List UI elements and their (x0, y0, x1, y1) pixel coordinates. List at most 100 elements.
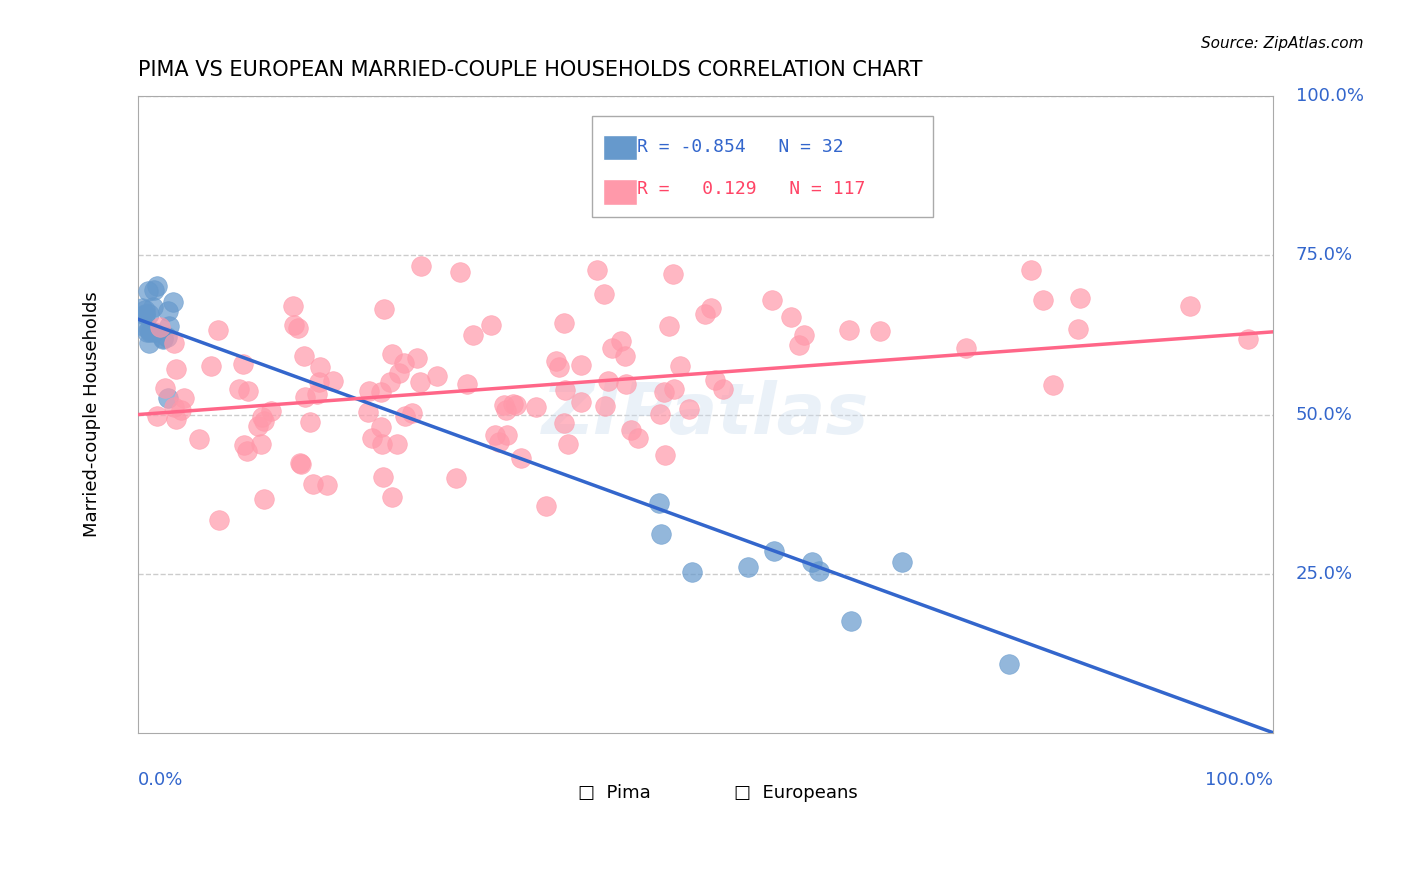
Text: 50.0%: 50.0% (1296, 406, 1353, 424)
Point (232, 357, 254, 371)
Text: R =   0.129   N = 117: R = 0.129 N = 117 (637, 179, 866, 198)
Point (800, 555, 823, 569)
Point (620, 423, 643, 437)
Point (146, 279, 169, 293)
Point (359, 384, 381, 399)
Point (228, 383, 250, 397)
Point (309, 359, 332, 374)
Point (614, 376, 637, 391)
Point (188, 432, 211, 446)
Point (654, 448, 676, 462)
Point (138, 307, 160, 321)
Point (357, 405, 380, 419)
Point (890, 555, 912, 569)
Point (135, 326, 157, 340)
Text: 0.0%: 0.0% (138, 771, 183, 789)
Text: ZIPatlas: ZIPatlas (541, 380, 869, 449)
Point (662, 267, 685, 281)
Point (409, 375, 432, 389)
Text: □  Europeans: □ Europeans (734, 783, 858, 802)
Point (1021, 263, 1043, 277)
Point (134, 320, 156, 334)
Point (165, 412, 187, 426)
Point (281, 299, 304, 313)
Point (302, 477, 325, 491)
Point (307, 387, 329, 401)
Point (200, 359, 222, 373)
Point (479, 318, 502, 333)
Point (557, 437, 579, 451)
Point (998, 657, 1021, 671)
Point (381, 347, 404, 361)
Point (381, 490, 404, 504)
Point (250, 437, 273, 451)
Point (207, 323, 229, 337)
Point (152, 330, 174, 344)
Point (585, 263, 607, 277)
Point (681, 566, 703, 580)
Point (869, 324, 891, 338)
Point (290, 457, 312, 471)
FancyBboxPatch shape (603, 179, 637, 204)
Point (298, 415, 321, 429)
Point (613, 350, 636, 364)
Point (488, 434, 510, 449)
Point (593, 399, 616, 413)
Point (1042, 377, 1064, 392)
Point (138, 322, 160, 336)
Point (761, 293, 783, 307)
Point (136, 284, 159, 298)
Point (165, 362, 187, 376)
Point (373, 301, 395, 316)
Point (456, 377, 478, 392)
Point (838, 323, 860, 337)
Point (505, 398, 527, 412)
Point (370, 420, 392, 434)
Point (149, 320, 172, 334)
Point (1069, 292, 1091, 306)
Point (426, 369, 449, 384)
FancyBboxPatch shape (592, 116, 932, 218)
Point (762, 544, 785, 558)
Point (235, 444, 257, 458)
Point (650, 526, 672, 541)
Point (247, 418, 270, 433)
Point (554, 383, 576, 397)
Point (308, 376, 330, 390)
Point (787, 338, 810, 352)
Point (157, 304, 180, 318)
Point (793, 327, 815, 342)
Point (807, 565, 830, 579)
Point (700, 301, 723, 315)
Point (260, 404, 283, 418)
Point (170, 403, 193, 417)
Point (711, 382, 734, 396)
Point (569, 395, 592, 409)
Point (449, 265, 471, 279)
Text: 100.0%: 100.0% (1205, 771, 1272, 789)
Point (627, 431, 650, 445)
Point (602, 341, 624, 355)
Text: 25.0%: 25.0% (1296, 565, 1353, 582)
Point (385, 437, 408, 451)
FancyBboxPatch shape (572, 776, 598, 795)
Point (1180, 299, 1202, 313)
Point (134, 307, 156, 321)
Point (1067, 322, 1090, 336)
Point (652, 384, 675, 399)
Point (142, 301, 165, 315)
Point (444, 471, 467, 485)
Point (208, 513, 231, 527)
Point (322, 374, 344, 388)
Point (548, 360, 571, 375)
Point (495, 402, 517, 417)
Text: Source: ZipAtlas.com: Source: ZipAtlas.com (1201, 36, 1364, 51)
Point (392, 356, 415, 370)
Point (839, 615, 862, 629)
Point (496, 427, 519, 442)
Point (142, 326, 165, 340)
Point (955, 341, 977, 355)
Point (1237, 332, 1260, 346)
Point (779, 310, 801, 325)
Text: Married-couple Households: Married-couple Households (83, 292, 101, 538)
